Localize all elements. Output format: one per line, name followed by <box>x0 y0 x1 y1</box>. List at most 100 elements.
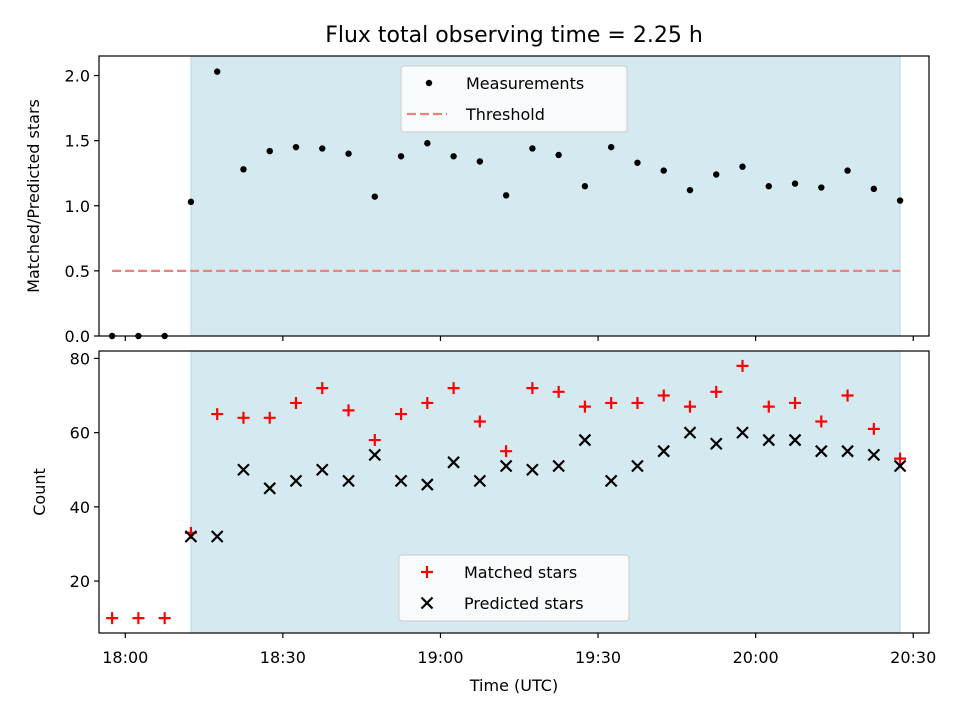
matched-stars-point-18 <box>578 400 591 413</box>
matched-stars-point-5 <box>237 411 250 424</box>
predicted-stars-point-10 <box>447 456 460 469</box>
matched-stars-point-1 <box>132 612 145 625</box>
measurements-point-19 <box>607 143 615 151</box>
legend-label: Predicted stars <box>464 594 584 613</box>
matched-stars-point-20 <box>631 396 644 409</box>
predicted-stars-point-8 <box>394 474 408 488</box>
matched-stars-point-9 <box>342 404 355 417</box>
axes-frame <box>98 55 930 337</box>
legend-marker-measurements <box>425 79 433 87</box>
legend: Measurements Threshold <box>400 65 628 133</box>
matched-stars-point-12 <box>421 396 434 409</box>
measurements-point-8 <box>319 145 326 152</box>
predicted-stars-point-26 <box>867 448 881 462</box>
measurements-point-27 <box>818 184 825 191</box>
measurements-point-17 <box>555 151 562 159</box>
predicted-stars-point-13 <box>526 463 539 477</box>
measurements-point-4 <box>213 68 221 75</box>
predicted-stars-point-7 <box>368 448 382 462</box>
measurements-point-25 <box>765 183 772 190</box>
predicted-stars-point-9 <box>421 478 434 491</box>
predicted-stars-point-22 <box>762 433 776 447</box>
x-tick-label: 19:00 <box>417 648 463 667</box>
measurements-point-20 <box>634 159 641 166</box>
measurements-point-14 <box>476 158 484 165</box>
matched-stars-point-4 <box>211 408 224 421</box>
legend-label: Measurements <box>466 74 584 93</box>
matched-stars-point-10 <box>368 434 381 447</box>
matched-stars-point-21 <box>657 389 670 402</box>
predicted-stars-point-11 <box>473 474 487 488</box>
x-tick-label: 20:30 <box>890 648 936 667</box>
predicted-stars-point-27 <box>893 459 907 473</box>
matched-stars-point-23 <box>710 385 723 398</box>
predicted-stars-point-20 <box>709 437 723 451</box>
measurements-point-7 <box>292 143 300 151</box>
measurements-point-28 <box>844 167 851 174</box>
predicted-stars-point-18 <box>657 444 670 458</box>
measurements-point-16 <box>529 145 536 152</box>
y-tick-label: 0.5 <box>65 262 90 281</box>
y-tick-label: 80 <box>70 349 90 368</box>
matched-stars-point-17 <box>552 385 565 398</box>
measurements-point-23 <box>713 171 720 178</box>
measurements-point-10 <box>371 193 378 200</box>
predicted-stars-point-4 <box>289 474 303 488</box>
measurements-point-13 <box>450 153 457 160</box>
predicted-stars-point-19 <box>683 426 697 439</box>
matched-stars-point-6 <box>263 411 276 424</box>
legend-box <box>398 554 630 622</box>
bottom-panel: 20 40 60 80 18:00 18:30 19:00 19:30 20:00 20:30 Co… <box>30 349 936 695</box>
x-tick-label: 20:00 <box>733 648 779 667</box>
predicted-stars-point-23 <box>788 433 802 447</box>
measurements-point-3 <box>187 198 195 206</box>
legend: Matched stars Predicted stars <box>398 554 630 622</box>
matched-stars-point-24 <box>736 359 749 372</box>
matched-stars-point-7 <box>289 396 302 409</box>
measurements-point-30 <box>896 197 904 204</box>
measurements-point-29 <box>870 185 878 193</box>
y-axis-label: Count <box>30 468 49 516</box>
predicted-stars-point-25 <box>841 444 854 458</box>
matched-stars-point-19 <box>605 396 618 409</box>
measurements-point-12 <box>424 140 431 147</box>
x-tick-label: 18:30 <box>260 648 306 667</box>
measurements-point-24 <box>739 163 746 170</box>
y-tick-label: 1.5 <box>65 132 90 151</box>
matched-stars-point-26 <box>789 396 802 409</box>
matched-stars-point-29 <box>867 422 880 435</box>
predicted-stars-point-2 <box>237 463 250 477</box>
predicted-stars-point-0 <box>184 530 198 543</box>
legend-marker-predicted <box>420 596 434 610</box>
measurements-point-26 <box>791 180 799 187</box>
matched-stars-point-30 <box>894 452 907 465</box>
matched-stars-point-28 <box>841 389 854 402</box>
matched-stars-point-13 <box>447 382 460 395</box>
matched-stars-point-11 <box>395 408 408 421</box>
legend-box <box>400 65 628 133</box>
matched-stars-point-22 <box>683 400 696 413</box>
measurements-point-21 <box>660 167 667 174</box>
measurements-point-5 <box>240 166 247 173</box>
measurements-point-22 <box>686 186 694 194</box>
predicted-stars-point-3 <box>263 482 277 495</box>
measurements-point-18 <box>581 183 589 190</box>
predicted-stars-point-12 <box>499 459 513 473</box>
matched-stars-point-8 <box>316 382 329 395</box>
y-tick-label: 1.0 <box>65 197 90 216</box>
predicted-stars-point-14 <box>552 459 565 473</box>
predicted-stars-point-16 <box>604 474 618 488</box>
measurements-point-11 <box>397 153 405 160</box>
predicted-stars-point-24 <box>815 444 828 458</box>
predicted-stars-point-5 <box>315 463 329 477</box>
predicted-stars-point-6 <box>342 474 355 488</box>
x-tick-label: 18:00 <box>102 648 148 667</box>
legend-marker-matched <box>421 566 433 578</box>
matched-stars-point-14 <box>473 415 486 428</box>
measurements-point-15 <box>502 192 510 199</box>
matched-stars-point-15 <box>500 445 513 458</box>
y-tick-label: 0.0 <box>65 327 90 346</box>
matched-stars-point-25 <box>762 400 775 413</box>
matched-stars-point-2 <box>158 612 171 625</box>
